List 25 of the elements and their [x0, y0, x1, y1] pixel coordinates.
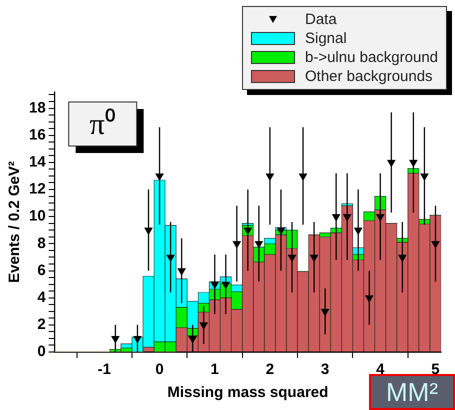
y-tick-label: 2 [37, 316, 46, 334]
y-tick-label: 10 [28, 208, 46, 225]
x-tick-label: 5 [431, 361, 440, 378]
x-tick-label: -1 [98, 361, 112, 378]
y-tick-label: 16 [28, 126, 46, 144]
x-tick-label: 3 [320, 361, 330, 378]
legend-label: Other backgrounds [304, 68, 433, 85]
x-tick-label: 4 [376, 361, 386, 378]
annotation: π⁰ [90, 108, 116, 141]
legend-label: Signal [304, 30, 347, 47]
x-tick-label: 2 [266, 361, 274, 378]
legend-label: b->ulnu background [304, 49, 438, 66]
y-tick-label: 0 [37, 343, 46, 360]
x-tick-label: 0 [155, 361, 164, 378]
y-tick-label: 8 [37, 234, 46, 252]
y-tick-label: 6 [37, 262, 46, 279]
y-tick-label: 4 [37, 288, 46, 306]
x-tick-label: 1 [210, 361, 219, 378]
x-axis-title: Missing mass squared [167, 384, 328, 402]
text: MM² [386, 376, 438, 406]
y-tick-label: 14 [28, 154, 46, 171]
y-tick-label: 12 [28, 180, 46, 198]
y-tick-label: 18 [28, 99, 46, 116]
y-axis-title: Events / 0.2 GeV² [6, 161, 24, 283]
legend-label: Data [304, 11, 337, 28]
